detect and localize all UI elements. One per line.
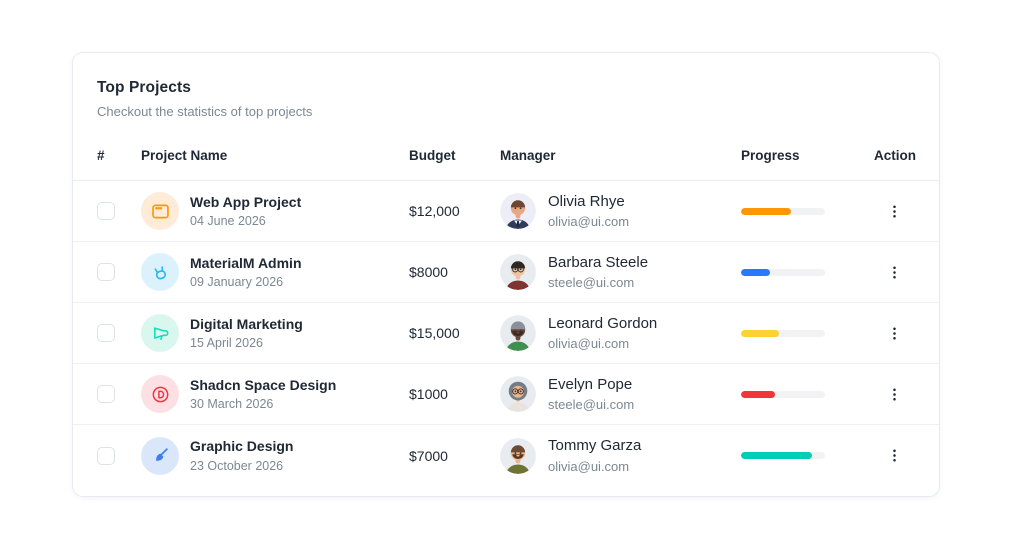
top-projects-card: Top Projects Checkout the statistics of … <box>72 52 940 497</box>
progress-fill <box>741 268 771 276</box>
table-row: Web App Project 04 June 2026 $12,000 Oli… <box>73 181 939 242</box>
row-actions-menu-button[interactable] <box>882 260 907 285</box>
progress-fill <box>741 390 775 398</box>
progress-bar <box>741 329 825 337</box>
manager-name: Olivia Rhye <box>548 192 625 210</box>
project-budget: $15,000 <box>409 325 460 341</box>
kebab-menu-icon <box>893 449 896 462</box>
row-checkbox[interactable] <box>97 324 115 342</box>
kebab-menu-icon <box>893 387 896 401</box>
row-checkbox[interactable] <box>97 263 115 281</box>
header-action: Action <box>874 148 916 163</box>
project-budget: $12,000 <box>409 203 460 219</box>
card-header: Top Projects Checkout the statistics of … <box>73 53 939 119</box>
row-actions-menu-button[interactable] <box>882 443 907 468</box>
row-actions-menu-button[interactable] <box>882 382 907 407</box>
project-date: 04 June 2026 <box>190 214 266 229</box>
avatar <box>500 376 536 412</box>
row-actions-menu-button[interactable] <box>882 199 907 224</box>
project-name: MaterialM Admin <box>190 254 302 271</box>
header-progress: Progress <box>741 148 800 163</box>
progress-fill <box>741 452 813 459</box>
manager-name: Tommy Garza <box>548 437 642 455</box>
row-actions-menu-button[interactable] <box>882 321 907 346</box>
disc-d-icon <box>141 375 179 413</box>
kebab-menu-icon <box>893 326 896 340</box>
row-checkbox[interactable] <box>97 202 115 220</box>
progress-fill <box>741 207 792 215</box>
manager-email: olivia@ui.com <box>548 458 630 474</box>
manager-email: olivia@ui.com <box>548 214 630 230</box>
project-name: Web App Project <box>190 193 302 210</box>
kebab-menu-icon <box>893 204 896 218</box>
manager-name: Leonard Gordon <box>548 314 658 332</box>
kebab-menu-icon <box>893 265 896 279</box>
progress-bar <box>741 390 825 398</box>
manager-email: olivia@ui.com <box>548 336 630 352</box>
page-title: Top Projects <box>97 79 191 96</box>
project-name: Digital Marketing <box>190 315 303 332</box>
project-date: 15 April 2026 <box>190 336 263 351</box>
avatar <box>500 193 536 229</box>
project-date: 23 October 2026 <box>190 458 284 473</box>
table-row: Graphic Design 23 October 2026 $7000 Tom… <box>73 425 939 486</box>
project-budget: $7000 <box>409 447 448 464</box>
progress-bar <box>741 268 825 276</box>
avatar <box>500 437 536 474</box>
project-name: Shadcn Space Design <box>190 376 337 393</box>
table-row: MaterialM Admin 09 January 2026 $8000 Ba… <box>73 242 939 303</box>
table-body: Web App Project 04 June 2026 $12,000 Oli… <box>73 181 939 486</box>
table-row: Digital Marketing 15 April 2026 $15,000 … <box>73 303 939 364</box>
row-checkbox[interactable] <box>97 446 115 465</box>
project-name: Graphic Design <box>190 438 294 455</box>
megaphone-icon <box>141 314 179 352</box>
progress-bar <box>741 207 825 215</box>
project-date: 30 March 2026 <box>190 397 274 412</box>
page-subtitle: Checkout the statistics of top projects <box>97 104 313 119</box>
project-date: 09 January 2026 <box>190 275 284 290</box>
paintbrush-icon <box>141 436 179 475</box>
table-header-row: # Project Name Budget Manager Progress A… <box>73 131 939 181</box>
rock-hand-icon <box>141 253 179 291</box>
manager-email: steele@ui.com <box>548 397 635 413</box>
avatar <box>500 254 536 290</box>
app-window-icon <box>141 192 179 230</box>
table-row: Shadcn Space Design 30 March 2026 $1000 … <box>73 364 939 425</box>
manager-name: Evelyn Pope <box>548 375 633 393</box>
header-project-name: Project Name <box>141 148 228 163</box>
progress-bar <box>741 452 825 459</box>
manager-name: Barbara Steele <box>548 253 649 271</box>
header-manager: Manager <box>500 148 556 163</box>
avatar <box>500 315 536 351</box>
progress-fill <box>741 329 779 337</box>
row-checkbox[interactable] <box>97 385 115 403</box>
manager-email: steele@ui.com <box>548 275 635 291</box>
header-budget: Budget <box>409 148 456 163</box>
header-index: # <box>97 148 105 163</box>
project-budget: $1000 <box>409 386 448 402</box>
project-budget: $8000 <box>409 264 448 280</box>
